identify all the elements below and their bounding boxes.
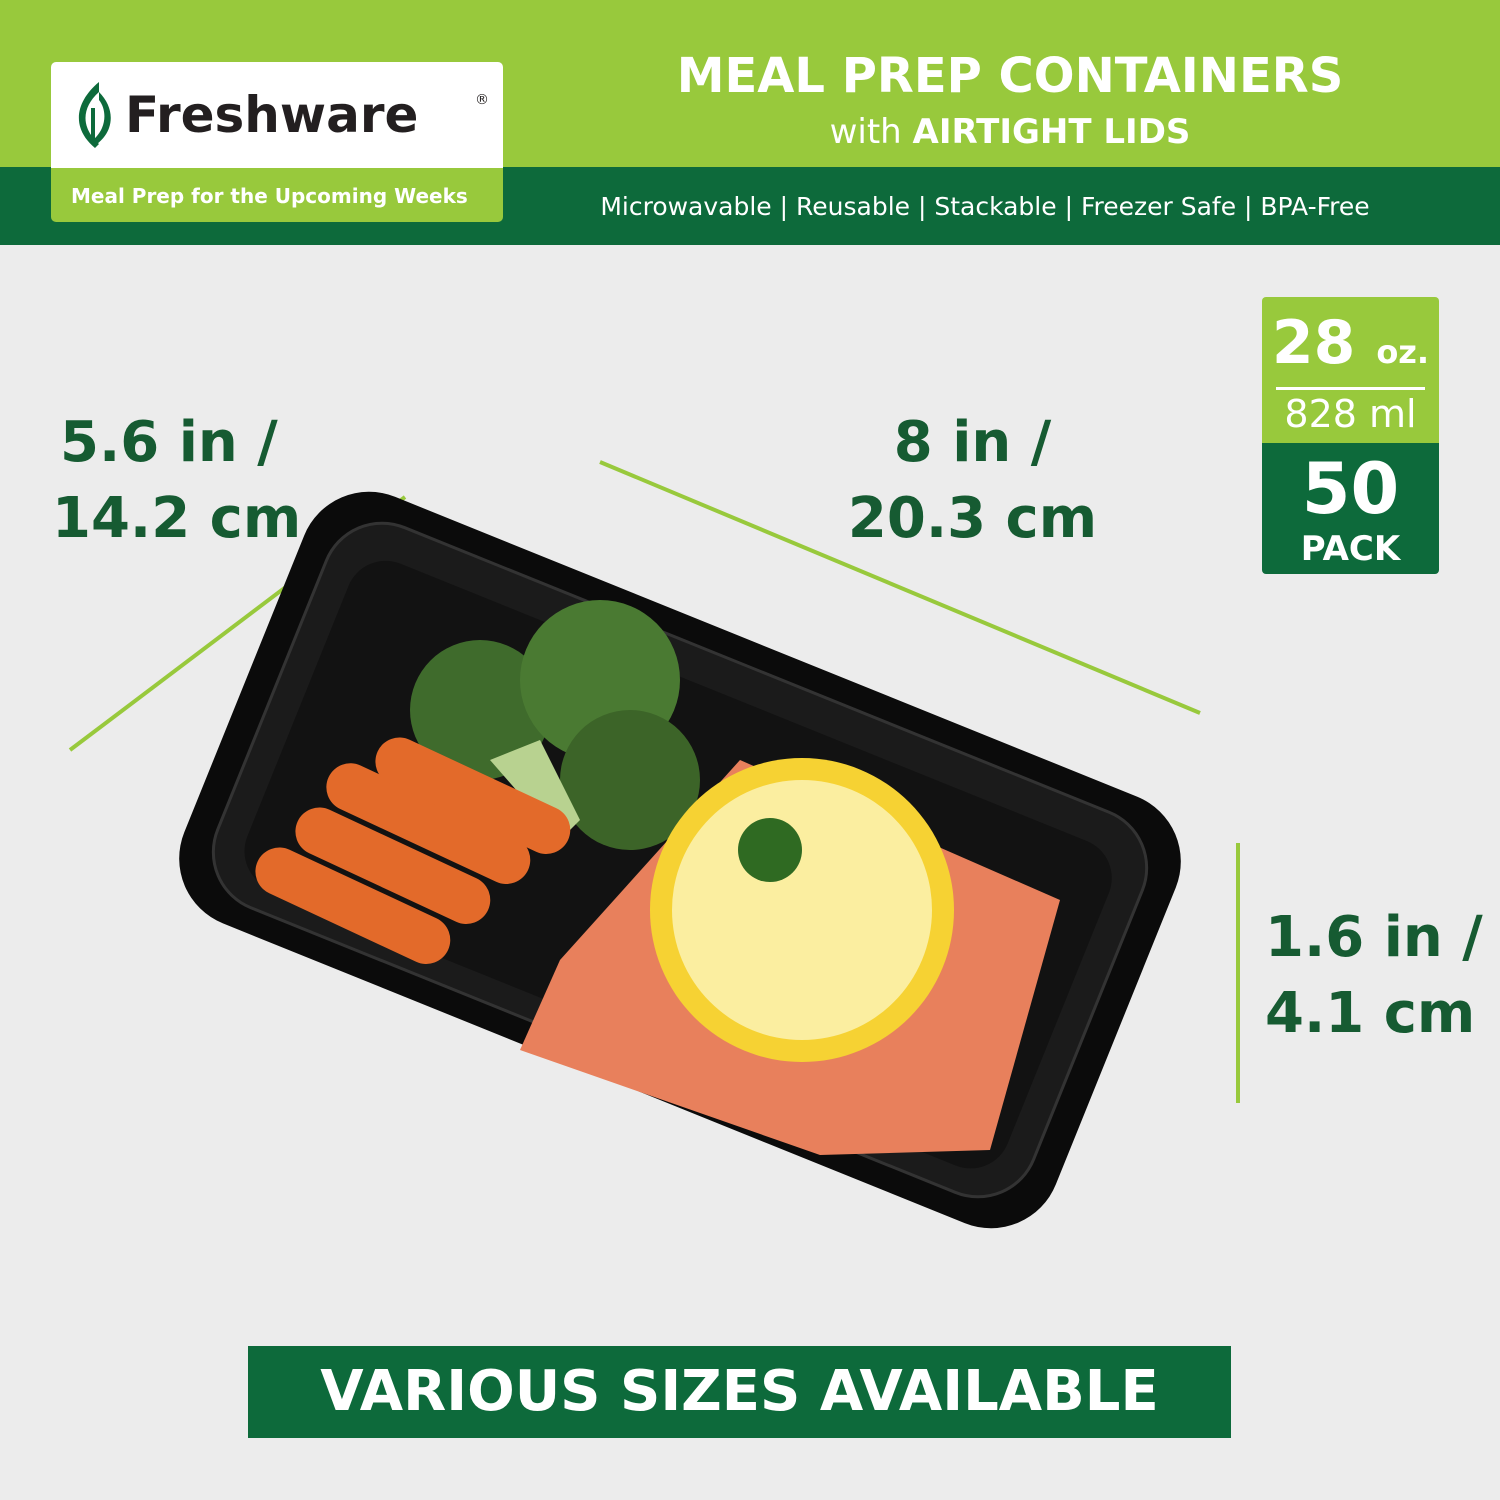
capacity-value: 28 [1271,308,1356,378]
pack-label: PACK [1300,529,1401,569]
height-dimension-label: 1.6 in / 4.1 cm [1265,900,1483,1052]
brand-logo-card: Freshware ® Meal Prep for the Upcoming W… [51,62,503,222]
brand-tagline: Meal Prep for the Upcoming Weeks [71,184,468,208]
capacity-oz: 28 oz. [1262,297,1439,384]
brand-name: Freshware [125,86,419,144]
sizes-banner: VARIOUS SIZES AVAILABLE [248,1346,1231,1438]
pack-count: 50 [1301,448,1400,530]
subtitle-bold: AIRTIGHT LIDS [912,112,1191,152]
capacity-ml: 828 ml [1284,392,1417,436]
divider [1276,387,1425,390]
carrots [255,737,571,964]
parsley [738,818,802,882]
height-cm: 4.1 cm [1265,981,1476,1046]
capacity-pack-badge: 28 oz. 828 ml 50 PACK [1262,297,1439,574]
page-title: MEAL PREP CONTAINERS [676,48,1344,104]
leaf-icon [78,82,111,148]
length-dimension-label: 8 in / 20.3 cm [845,405,1100,557]
height-inches: 1.6 in / [1265,905,1483,970]
subtitle-prefix: with [829,112,902,152]
capacity-unit: oz. [1376,333,1430,371]
page-subtitle: with AIRTIGHT LIDS [560,112,1460,152]
brand-logo: Freshware ® [51,62,503,168]
broccoli [410,600,700,850]
registered-mark: ® [475,92,489,108]
length-inches: 8 in / [893,410,1052,475]
length-cm: 20.3 cm [847,486,1098,551]
length-dimension-line [599,460,1201,715]
width-inches: 5.6 in / [60,410,278,475]
features-list: Microwavable | Reusable | Stackable | Fr… [600,192,1370,221]
width-dimension-label: 5.6 in / 14.2 cm [52,405,301,557]
width-cm: 14.2 cm [52,486,302,551]
